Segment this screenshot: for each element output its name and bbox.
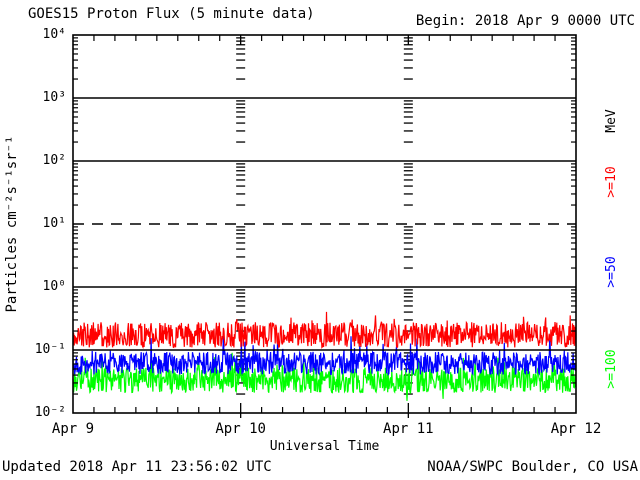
- x-axis-title: Universal Time: [269, 439, 380, 454]
- y-tick-label: 10⁻¹: [34, 342, 66, 357]
- flux-trace-gege10: [72, 311, 577, 350]
- plot-border: [72, 34, 577, 414]
- updated-timestamp: Updated 2018 Apr 11 23:56:02 UTC: [2, 459, 272, 475]
- x-tick-label: Apr 10: [215, 421, 266, 437]
- x-tick-label: Apr 9: [51, 421, 95, 437]
- y-tick-label: 10¹: [42, 216, 66, 231]
- x-tick-label: Apr 12: [550, 421, 602, 437]
- begin-timestamp: Begin: 2018 Apr 9 0000 UTC: [415, 13, 635, 29]
- series-threshold-label: >=10: [604, 166, 619, 198]
- y-tick-label: 10⁴: [42, 27, 66, 42]
- series-threshold-label: >=100: [604, 349, 619, 389]
- y-tick-label: 10⁻²: [34, 405, 66, 420]
- flux-trace-gege50: [72, 335, 577, 377]
- flux-trace-gege100: [72, 352, 577, 401]
- chart-title: GOES15 Proton Flux (5 minute data): [28, 6, 315, 22]
- y-tick-label: 10³: [42, 90, 66, 105]
- credit-text: NOAA/SWPC Boulder, CO USA: [427, 459, 638, 475]
- y-tick-label: 10²: [42, 153, 66, 168]
- x-tick-label: Apr 11: [383, 421, 434, 437]
- y-tick-label: 10⁰: [42, 279, 66, 294]
- series-threshold-label: >=50: [604, 256, 619, 288]
